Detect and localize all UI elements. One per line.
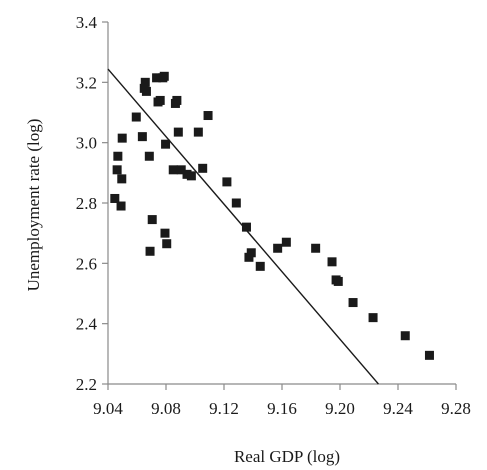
- x-tick-label: 9.20: [325, 399, 355, 418]
- data-point: [113, 151, 123, 161]
- y-tick-label: 2.4: [76, 315, 98, 334]
- data-point: [193, 127, 203, 137]
- data-point: [172, 95, 182, 105]
- data-point: [281, 237, 291, 247]
- data-point: [246, 248, 256, 258]
- data-point: [140, 77, 150, 87]
- data-point: [368, 313, 378, 323]
- data-point: [117, 174, 127, 184]
- data-point: [137, 132, 147, 142]
- data-point: [222, 177, 232, 187]
- data-point: [155, 95, 165, 105]
- data-point: [327, 257, 337, 267]
- data-points: [110, 71, 434, 360]
- data-point: [161, 139, 171, 149]
- data-point: [231, 198, 241, 208]
- data-point: [203, 111, 213, 121]
- x-tick-label: 9.28: [441, 399, 471, 418]
- data-point: [147, 215, 157, 225]
- x-tick-label: 9.24: [383, 399, 413, 418]
- y-tick-label: 2.2: [76, 375, 97, 394]
- data-point: [159, 71, 169, 81]
- data-point: [244, 252, 254, 262]
- y-tick-label: 3.4: [76, 13, 98, 32]
- data-point: [152, 73, 162, 83]
- data-point: [144, 151, 154, 161]
- data-point: [400, 331, 410, 341]
- data-point: [145, 246, 155, 256]
- data-point: [141, 86, 151, 96]
- x-axis-ticks: 9.04 9.08 9.12 9.16 9.20 9.24 9.28: [93, 384, 471, 418]
- data-point: [160, 228, 170, 238]
- y-axis-ticks: 2.2 2.4 2.6 2.8 3.0 3.2 3.4: [76, 13, 108, 394]
- data-point: [176, 165, 186, 175]
- data-point: [255, 261, 265, 271]
- data-point: [273, 243, 283, 253]
- data-point: [110, 193, 120, 203]
- y-tick-label: 2.6: [76, 254, 97, 273]
- y-axis-title: Unemployment rate (log): [24, 119, 43, 292]
- data-point: [117, 133, 127, 143]
- data-point: [311, 243, 321, 253]
- data-point: [198, 163, 208, 173]
- y-tick-label: 2.8: [76, 194, 97, 213]
- x-tick-label: 9.08: [151, 399, 181, 418]
- data-point: [112, 165, 122, 175]
- data-point: [186, 171, 196, 181]
- x-tick-label: 9.16: [267, 399, 297, 418]
- data-point: [168, 165, 178, 175]
- data-point: [424, 350, 434, 360]
- data-point: [131, 112, 141, 122]
- data-point: [333, 276, 343, 286]
- x-tick-label: 9.04: [93, 399, 123, 418]
- x-tick-label: 9.12: [209, 399, 239, 418]
- x-axis-title: Real GDP (log): [234, 447, 340, 466]
- data-point: [162, 239, 172, 249]
- y-tick-label: 3.0: [76, 134, 97, 153]
- data-point: [116, 201, 126, 211]
- data-point: [348, 298, 358, 308]
- data-point: [241, 222, 251, 232]
- data-point: [173, 127, 183, 137]
- y-tick-label: 3.2: [76, 73, 97, 92]
